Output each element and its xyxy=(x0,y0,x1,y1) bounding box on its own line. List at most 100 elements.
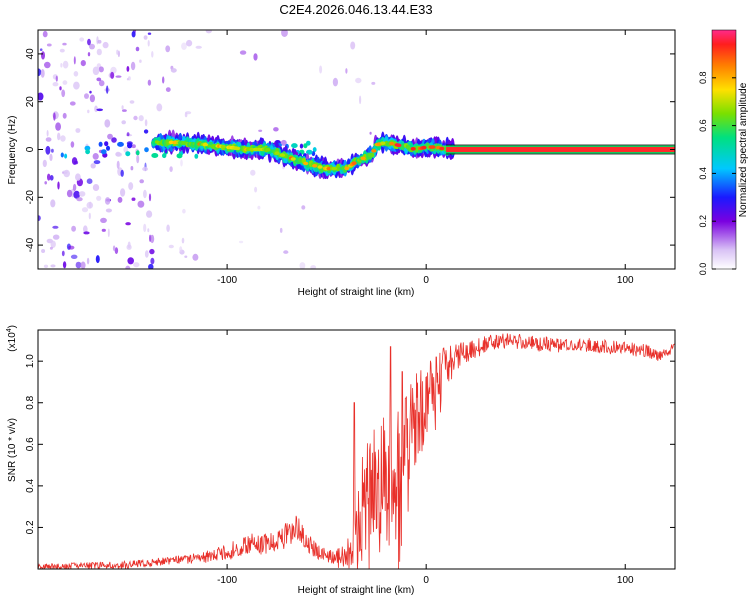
y-tick-label: 40 xyxy=(25,48,36,60)
ridge-peak xyxy=(220,144,226,149)
noise-speck xyxy=(281,30,288,37)
noise-speck xyxy=(106,85,109,94)
noise-speck xyxy=(166,224,170,232)
noise-speck xyxy=(120,188,126,197)
noise-speck xyxy=(40,69,45,78)
noise-speck xyxy=(86,178,93,184)
noise-speck xyxy=(195,45,202,49)
noise-speck xyxy=(147,228,150,233)
noise-speck xyxy=(127,241,131,249)
noise-speck xyxy=(121,120,126,125)
ridge-peak xyxy=(249,147,255,152)
noise-speck xyxy=(350,41,356,50)
noise-speck xyxy=(148,263,154,269)
spectrogram-axes: -100 0 100 -40 -20 0 20 40 xyxy=(25,30,675,286)
x-tick-label: -100 xyxy=(217,575,237,586)
tone-band-inner xyxy=(446,146,675,153)
noise-speck xyxy=(96,195,102,201)
noise-speck xyxy=(144,250,149,258)
noise-speck xyxy=(38,68,42,77)
noise-speck xyxy=(46,238,53,244)
noise-speck xyxy=(143,35,148,40)
noise-speck xyxy=(125,265,131,269)
noise-speck xyxy=(81,207,89,213)
noise-speck xyxy=(184,112,188,118)
noise-speck xyxy=(151,153,159,158)
snr-scale-label: (x104) xyxy=(6,325,18,352)
noise-speck xyxy=(92,153,99,160)
spectrogram-ylabel: Frequency (Hz) xyxy=(7,116,18,185)
ridge-peak xyxy=(312,164,318,168)
noise-speck xyxy=(83,225,88,234)
noise-speck xyxy=(253,53,258,61)
noise-speck xyxy=(84,93,89,99)
noise-speck xyxy=(98,80,105,87)
colorbar-tick-label: 0.4 xyxy=(698,167,708,180)
snr-series xyxy=(38,333,675,569)
noise-speck xyxy=(136,154,140,164)
snr-scale-base: (x10 xyxy=(7,332,18,352)
ridge-peak xyxy=(235,146,241,151)
noise-speck xyxy=(126,66,130,72)
noise-speck xyxy=(179,246,183,253)
noise-speck xyxy=(85,149,90,155)
noise-speck xyxy=(205,30,212,34)
noise-speck xyxy=(42,30,48,38)
ridge-peak xyxy=(351,161,357,165)
noise-speck xyxy=(83,231,90,235)
noise-speck xyxy=(89,43,95,50)
noise-speck xyxy=(165,45,171,53)
noise-speck xyxy=(150,257,155,265)
noise-speck xyxy=(78,191,86,197)
noise-speck xyxy=(45,145,51,155)
ridge-peak xyxy=(245,147,251,152)
snr-line xyxy=(38,333,675,569)
y-tick-label: 0.2 xyxy=(25,520,36,534)
snr-frame xyxy=(37,329,676,570)
noise-speck xyxy=(123,146,129,153)
ridge-peak xyxy=(279,153,285,157)
noise-speck xyxy=(299,143,304,149)
noise-speck xyxy=(73,81,80,90)
noise-speck xyxy=(104,197,111,205)
noise-speck xyxy=(95,255,100,264)
noise-speck xyxy=(70,141,75,148)
noise-speck xyxy=(97,39,102,44)
noise-speck xyxy=(283,250,289,254)
noise-speck xyxy=(96,48,102,56)
noise-speck xyxy=(345,68,348,74)
noise-speck xyxy=(49,175,54,181)
noise-speck xyxy=(192,253,199,261)
noise-speck xyxy=(49,246,53,250)
noise-speck xyxy=(147,79,152,86)
noise-speck xyxy=(107,228,110,238)
spectrogram-heatmap xyxy=(38,30,675,269)
noise-speck xyxy=(98,141,103,147)
noise-speck xyxy=(143,129,149,134)
x-tick-label: 0 xyxy=(423,575,429,586)
snr-xlabel: Height of straight line (km) xyxy=(298,585,415,596)
ridge-peak xyxy=(274,151,280,155)
noise-speck xyxy=(273,127,279,132)
noise-speck xyxy=(38,92,44,101)
noise-speck xyxy=(62,112,67,119)
noise-speck xyxy=(76,197,83,202)
noise-speck xyxy=(59,86,62,91)
noise-speck xyxy=(47,173,51,181)
noise-speck xyxy=(55,75,58,82)
noise-speck xyxy=(332,77,338,87)
noise-speck xyxy=(254,186,258,193)
colorbar-axes: 0.0 0.2 0.4 0.6 0.8 xyxy=(698,72,736,275)
noise-speck xyxy=(50,199,56,208)
figure-title: C2E4.2026.046.13.44.E33 xyxy=(279,2,432,17)
noise-speck xyxy=(46,43,52,47)
noise-speck xyxy=(120,169,124,177)
noise-speck xyxy=(49,153,53,161)
noise-speck xyxy=(250,169,256,176)
noise-speck xyxy=(52,225,59,229)
noise-speck xyxy=(312,147,317,153)
noise-speck xyxy=(130,61,136,71)
ridge-peak xyxy=(326,166,332,171)
noise-speck xyxy=(53,112,56,121)
noise-speck xyxy=(87,38,91,46)
